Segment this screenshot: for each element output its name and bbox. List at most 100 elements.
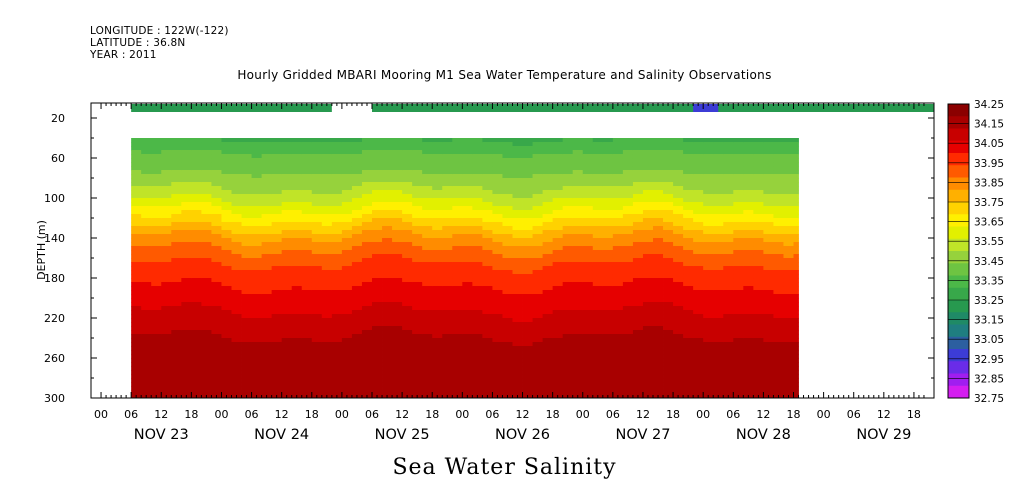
field-cell xyxy=(512,226,523,231)
colorbar-label: 33.75 xyxy=(974,197,1004,209)
field-cell xyxy=(151,194,162,199)
field-cell xyxy=(492,282,503,287)
field-cell xyxy=(171,346,182,351)
field-cell xyxy=(753,382,764,387)
field-cell xyxy=(462,330,473,335)
field-cell xyxy=(151,162,162,167)
field-cell xyxy=(241,278,252,283)
field-cell xyxy=(301,334,313,339)
field-cell xyxy=(311,390,323,395)
field-cell xyxy=(582,182,594,187)
field-cell xyxy=(713,142,724,147)
field-cell xyxy=(562,258,574,263)
field-cell xyxy=(793,166,799,171)
field-cell xyxy=(502,262,513,267)
colorbar-swatch xyxy=(948,251,969,264)
field-cell xyxy=(311,266,323,271)
field-cell xyxy=(753,270,764,275)
field-cell xyxy=(271,234,283,239)
field-cell xyxy=(733,270,744,275)
field-cell xyxy=(331,210,343,215)
field-cell xyxy=(321,362,333,367)
field-cell xyxy=(502,306,513,311)
field-cell xyxy=(653,378,664,383)
field-cell xyxy=(663,358,674,363)
field-cell xyxy=(793,178,799,183)
field-cell xyxy=(382,378,393,383)
field-cell xyxy=(462,166,473,171)
field-cell xyxy=(372,302,383,307)
field-cell xyxy=(612,242,624,247)
field-cell xyxy=(131,158,142,163)
field-cell xyxy=(261,358,273,363)
field-cell xyxy=(512,346,523,351)
field-cell xyxy=(512,278,523,283)
field-cell xyxy=(351,302,363,307)
field-cell xyxy=(572,138,584,143)
field-cell xyxy=(632,366,644,371)
field-cell xyxy=(341,250,353,255)
field-cell xyxy=(442,234,453,239)
field-cell xyxy=(572,274,584,279)
field-cell xyxy=(181,374,192,379)
field-cell xyxy=(291,138,303,143)
field-cell xyxy=(733,290,744,295)
field-cell xyxy=(713,266,724,271)
field-cell xyxy=(271,230,283,235)
field-cell xyxy=(703,350,714,355)
field-cell xyxy=(402,146,413,151)
field-cell xyxy=(542,186,554,191)
field-cell xyxy=(482,182,493,187)
field-cell xyxy=(592,234,604,239)
field-cell xyxy=(653,334,664,339)
field-cell xyxy=(171,214,182,219)
field-cell xyxy=(622,166,634,171)
field-cell xyxy=(331,170,343,175)
field-cell xyxy=(693,178,704,183)
field-cell xyxy=(703,182,714,187)
field-cell xyxy=(432,186,443,191)
field-cell xyxy=(612,186,624,191)
field-cell xyxy=(582,142,594,147)
field-cell xyxy=(622,270,634,275)
field-cell xyxy=(382,226,393,231)
field-cell xyxy=(492,154,503,159)
field-cell xyxy=(713,186,724,191)
field-cell xyxy=(602,306,614,311)
field-cell xyxy=(452,238,463,243)
field-cell xyxy=(201,182,212,187)
field-cell xyxy=(773,226,784,231)
field-cell xyxy=(291,194,303,199)
field-cell xyxy=(452,350,463,355)
field-cell xyxy=(181,198,192,203)
field-cell xyxy=(141,294,152,299)
field-cell xyxy=(582,266,594,271)
field-cell xyxy=(502,302,513,307)
field-cell xyxy=(211,298,222,303)
field-cell xyxy=(663,378,674,383)
field-cell xyxy=(392,386,403,391)
field-cell xyxy=(522,154,533,159)
field-cell xyxy=(743,162,754,167)
field-cell xyxy=(131,338,142,343)
field-cell xyxy=(432,202,443,207)
field-cell xyxy=(502,358,513,363)
field-cell xyxy=(181,370,192,375)
field-cell xyxy=(231,330,242,335)
field-cell xyxy=(612,346,624,351)
field-cell xyxy=(402,150,413,155)
field-cell xyxy=(642,138,654,143)
field-cell xyxy=(321,366,333,371)
field-cell xyxy=(693,226,704,231)
field-cell xyxy=(522,270,533,275)
field-cell xyxy=(161,298,172,303)
field-cell xyxy=(703,386,714,391)
field-cell xyxy=(723,210,734,215)
field-cell xyxy=(291,298,303,303)
field-cell xyxy=(402,198,413,203)
field-cell xyxy=(301,166,313,171)
field-cell xyxy=(532,354,544,359)
field-cell xyxy=(522,346,533,351)
field-cell xyxy=(542,370,554,375)
field-cell xyxy=(462,154,473,159)
